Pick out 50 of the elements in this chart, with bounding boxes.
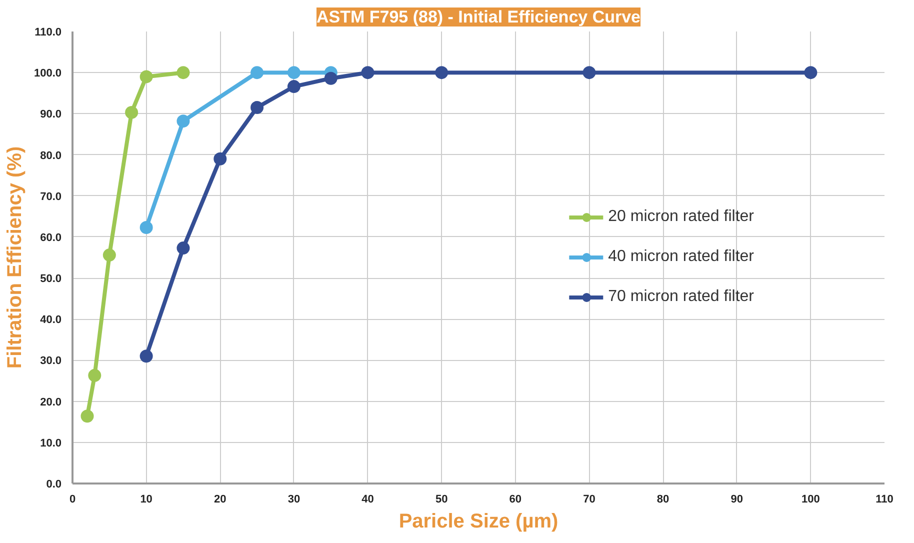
y-tick-label: 50.0: [40, 273, 62, 286]
point: [435, 66, 448, 80]
x-tick-label: 70: [583, 494, 596, 506]
x-tick-label: 90: [730, 494, 743, 506]
y-tick-label: 40.0: [40, 314, 62, 326]
x-tick-label: 50: [435, 494, 448, 506]
point: [140, 70, 153, 84]
y-tick-label: 30.0: [40, 355, 62, 368]
x-tick-label: 10: [140, 494, 152, 506]
y-tick-label: 70.0: [40, 190, 62, 203]
point: [582, 66, 596, 80]
y-tick-label: 0.0: [46, 478, 62, 490]
point: [102, 248, 116, 262]
x-tick-label: 20: [214, 494, 226, 506]
y-tick-label: 80.0: [40, 150, 62, 162]
x-tick-label: 80: [656, 494, 670, 506]
point: [176, 114, 190, 128]
x-tick-label: 30: [288, 494, 300, 506]
point: [287, 66, 300, 80]
point: [140, 350, 153, 363]
point: [361, 66, 374, 80]
point: [140, 221, 153, 234]
legend-label: 70 micron rated filter: [608, 288, 754, 306]
y-tick-label: 20.0: [40, 396, 62, 408]
point: [250, 66, 264, 80]
x-tick-label: 100: [802, 494, 820, 506]
y-tick-label: 100.0: [34, 68, 62, 80]
point: [88, 368, 102, 382]
chart-title: ASTM F795 (88) - Initial Efficiency Curve: [316, 8, 641, 26]
point: [176, 66, 190, 80]
legend-label: 20 micron rated filter: [608, 208, 754, 226]
point: [287, 80, 300, 94]
y-tick-label: 90.0: [40, 108, 62, 121]
point: [250, 101, 264, 114]
y-tick-label: 10.0: [40, 437, 62, 450]
point: [804, 66, 818, 80]
x-tick-label: 60: [509, 494, 522, 506]
x-tick-label: 110: [876, 494, 894, 506]
y-tick-label: 60.0: [40, 232, 62, 244]
point: [80, 410, 94, 423]
legend-label: 40 micron rated filter: [608, 248, 754, 266]
x-axis-title: Paricle Size (µm): [398, 510, 558, 532]
y-tick-label: 110.0: [34, 26, 62, 38]
point: [176, 242, 190, 255]
y-axis-title: Filtration Efficiency (%): [4, 146, 26, 369]
x-tick-label: 40: [362, 494, 374, 506]
x-tick-label: 0: [69, 494, 76, 506]
point: [125, 106, 138, 119]
point: [214, 152, 227, 166]
point: [324, 72, 338, 85]
